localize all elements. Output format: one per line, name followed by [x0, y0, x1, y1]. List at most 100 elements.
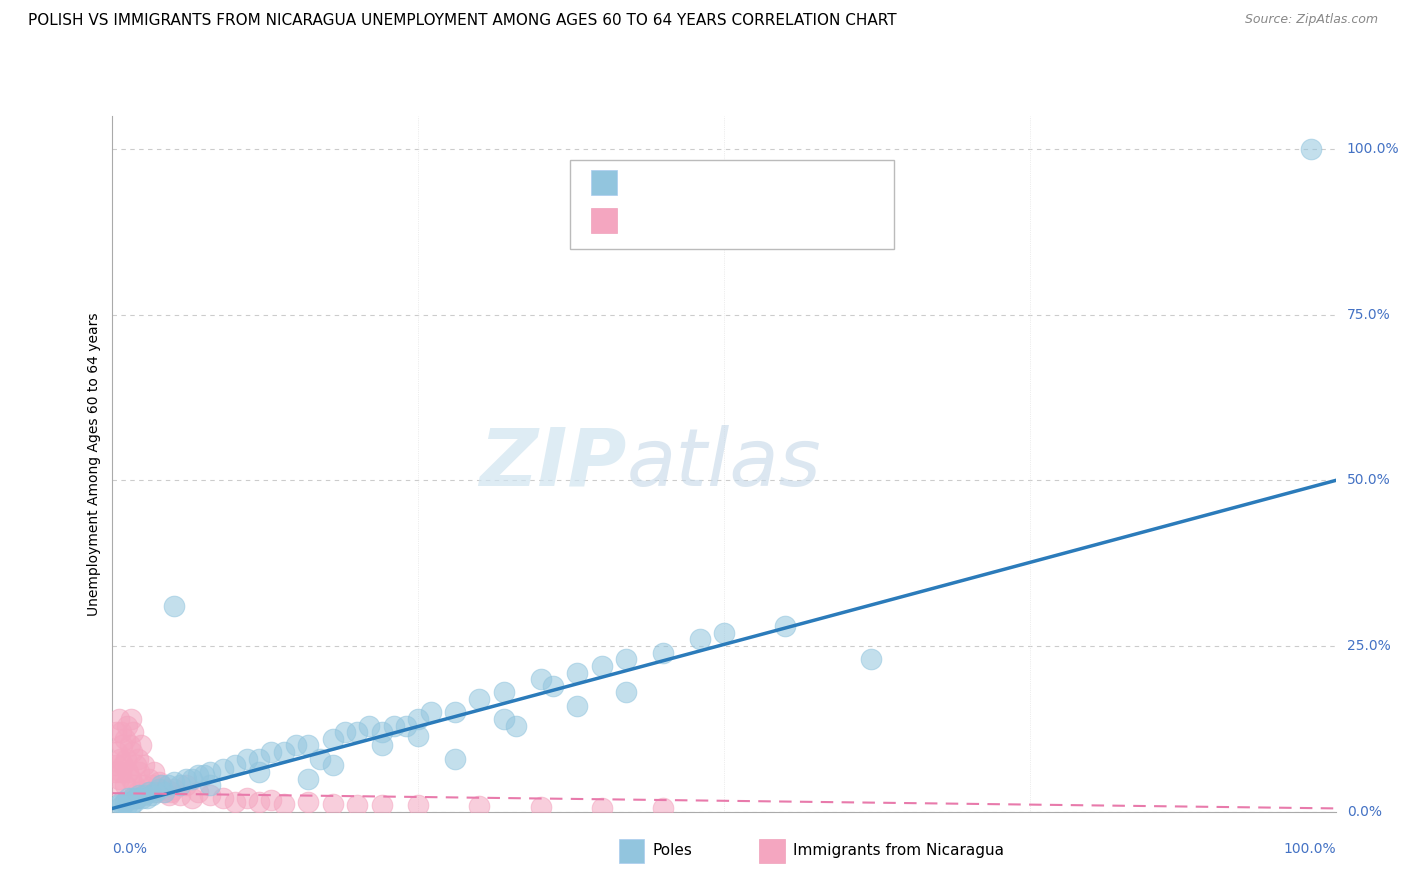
- Point: [273, 745, 295, 759]
- Point: [120, 712, 142, 726]
- Point: [107, 798, 129, 813]
- Point: [128, 764, 150, 779]
- Point: [297, 772, 319, 786]
- Point: [174, 772, 197, 786]
- Point: [160, 785, 183, 799]
- Point: [108, 752, 131, 766]
- Point: [181, 772, 204, 786]
- Point: [408, 729, 430, 743]
- Point: [155, 781, 177, 796]
- Point: [247, 764, 270, 779]
- Text: ZIP: ZIP: [479, 425, 626, 503]
- Text: 0.0%: 0.0%: [112, 842, 148, 856]
- Point: [148, 775, 170, 789]
- Point: [346, 725, 368, 739]
- Point: [273, 797, 295, 811]
- Point: [187, 768, 209, 782]
- Point: [200, 788, 222, 802]
- Point: [408, 798, 430, 813]
- Point: [200, 764, 222, 779]
- Point: [124, 795, 146, 809]
- Point: [713, 625, 735, 640]
- Point: [104, 764, 127, 779]
- Point: [200, 778, 222, 792]
- Point: [614, 652, 637, 666]
- Text: 25.0%: 25.0%: [1347, 639, 1391, 653]
- Point: [193, 768, 215, 782]
- Point: [135, 785, 157, 799]
- Point: [236, 791, 259, 805]
- Point: [163, 775, 186, 789]
- Point: [135, 791, 157, 805]
- Point: [181, 791, 204, 805]
- Point: [260, 793, 283, 807]
- Point: [169, 788, 191, 802]
- Point: [143, 785, 166, 799]
- Point: [115, 752, 138, 766]
- Point: [247, 752, 270, 766]
- Text: 100.0%: 100.0%: [1284, 842, 1336, 856]
- Point: [107, 712, 129, 726]
- Point: [125, 758, 148, 772]
- Point: [775, 619, 797, 633]
- Point: [408, 712, 430, 726]
- Point: [169, 778, 191, 792]
- Point: [138, 772, 160, 786]
- Point: [103, 778, 125, 792]
- Point: [297, 795, 319, 809]
- Text: -0.059: -0.059: [665, 212, 724, 230]
- Point: [114, 778, 136, 792]
- Point: [118, 739, 141, 753]
- Point: [143, 764, 166, 779]
- Point: [125, 785, 148, 799]
- Point: [153, 785, 176, 799]
- Point: [117, 764, 139, 779]
- Point: [444, 706, 467, 720]
- Point: [187, 785, 209, 799]
- Point: [138, 785, 160, 799]
- Point: [322, 731, 344, 746]
- Point: [105, 745, 128, 759]
- Point: [115, 718, 138, 732]
- Point: [163, 781, 186, 796]
- Point: [859, 652, 882, 666]
- Point: [382, 718, 405, 732]
- Point: [107, 772, 129, 786]
- Point: [211, 762, 233, 776]
- Text: R =: R =: [627, 174, 662, 192]
- Point: [129, 739, 152, 753]
- Point: [110, 725, 132, 739]
- Text: 75.0%: 75.0%: [1347, 308, 1391, 322]
- Text: Immigrants from Nicaragua: Immigrants from Nicaragua: [793, 844, 1004, 858]
- Point: [236, 752, 259, 766]
- Point: [260, 745, 283, 759]
- Point: [529, 800, 551, 814]
- Point: [567, 698, 589, 713]
- Point: [529, 672, 551, 686]
- Point: [224, 758, 246, 772]
- Point: [111, 739, 134, 753]
- Point: [121, 745, 143, 759]
- Point: [346, 798, 368, 813]
- Point: [395, 718, 418, 732]
- Point: [134, 758, 156, 772]
- Point: [127, 752, 149, 766]
- Point: [652, 801, 675, 815]
- Point: [541, 679, 564, 693]
- Point: [322, 797, 344, 811]
- Text: POLISH VS IMMIGRANTS FROM NICARAGUA UNEMPLOYMENT AMONG AGES 60 TO 64 YEARS CORRE: POLISH VS IMMIGRANTS FROM NICARAGUA UNEM…: [28, 13, 897, 29]
- Point: [131, 791, 153, 805]
- Text: 0.0%: 0.0%: [1347, 805, 1382, 819]
- Point: [148, 781, 170, 796]
- Point: [128, 788, 150, 802]
- Point: [211, 791, 233, 805]
- Text: R =: R =: [627, 212, 662, 230]
- Point: [117, 791, 139, 805]
- Text: N =: N =: [738, 212, 775, 230]
- Text: Poles: Poles: [652, 844, 692, 858]
- Point: [370, 739, 392, 753]
- Point: [163, 599, 186, 614]
- Point: [370, 725, 392, 739]
- Point: [468, 692, 491, 706]
- Point: [112, 758, 135, 772]
